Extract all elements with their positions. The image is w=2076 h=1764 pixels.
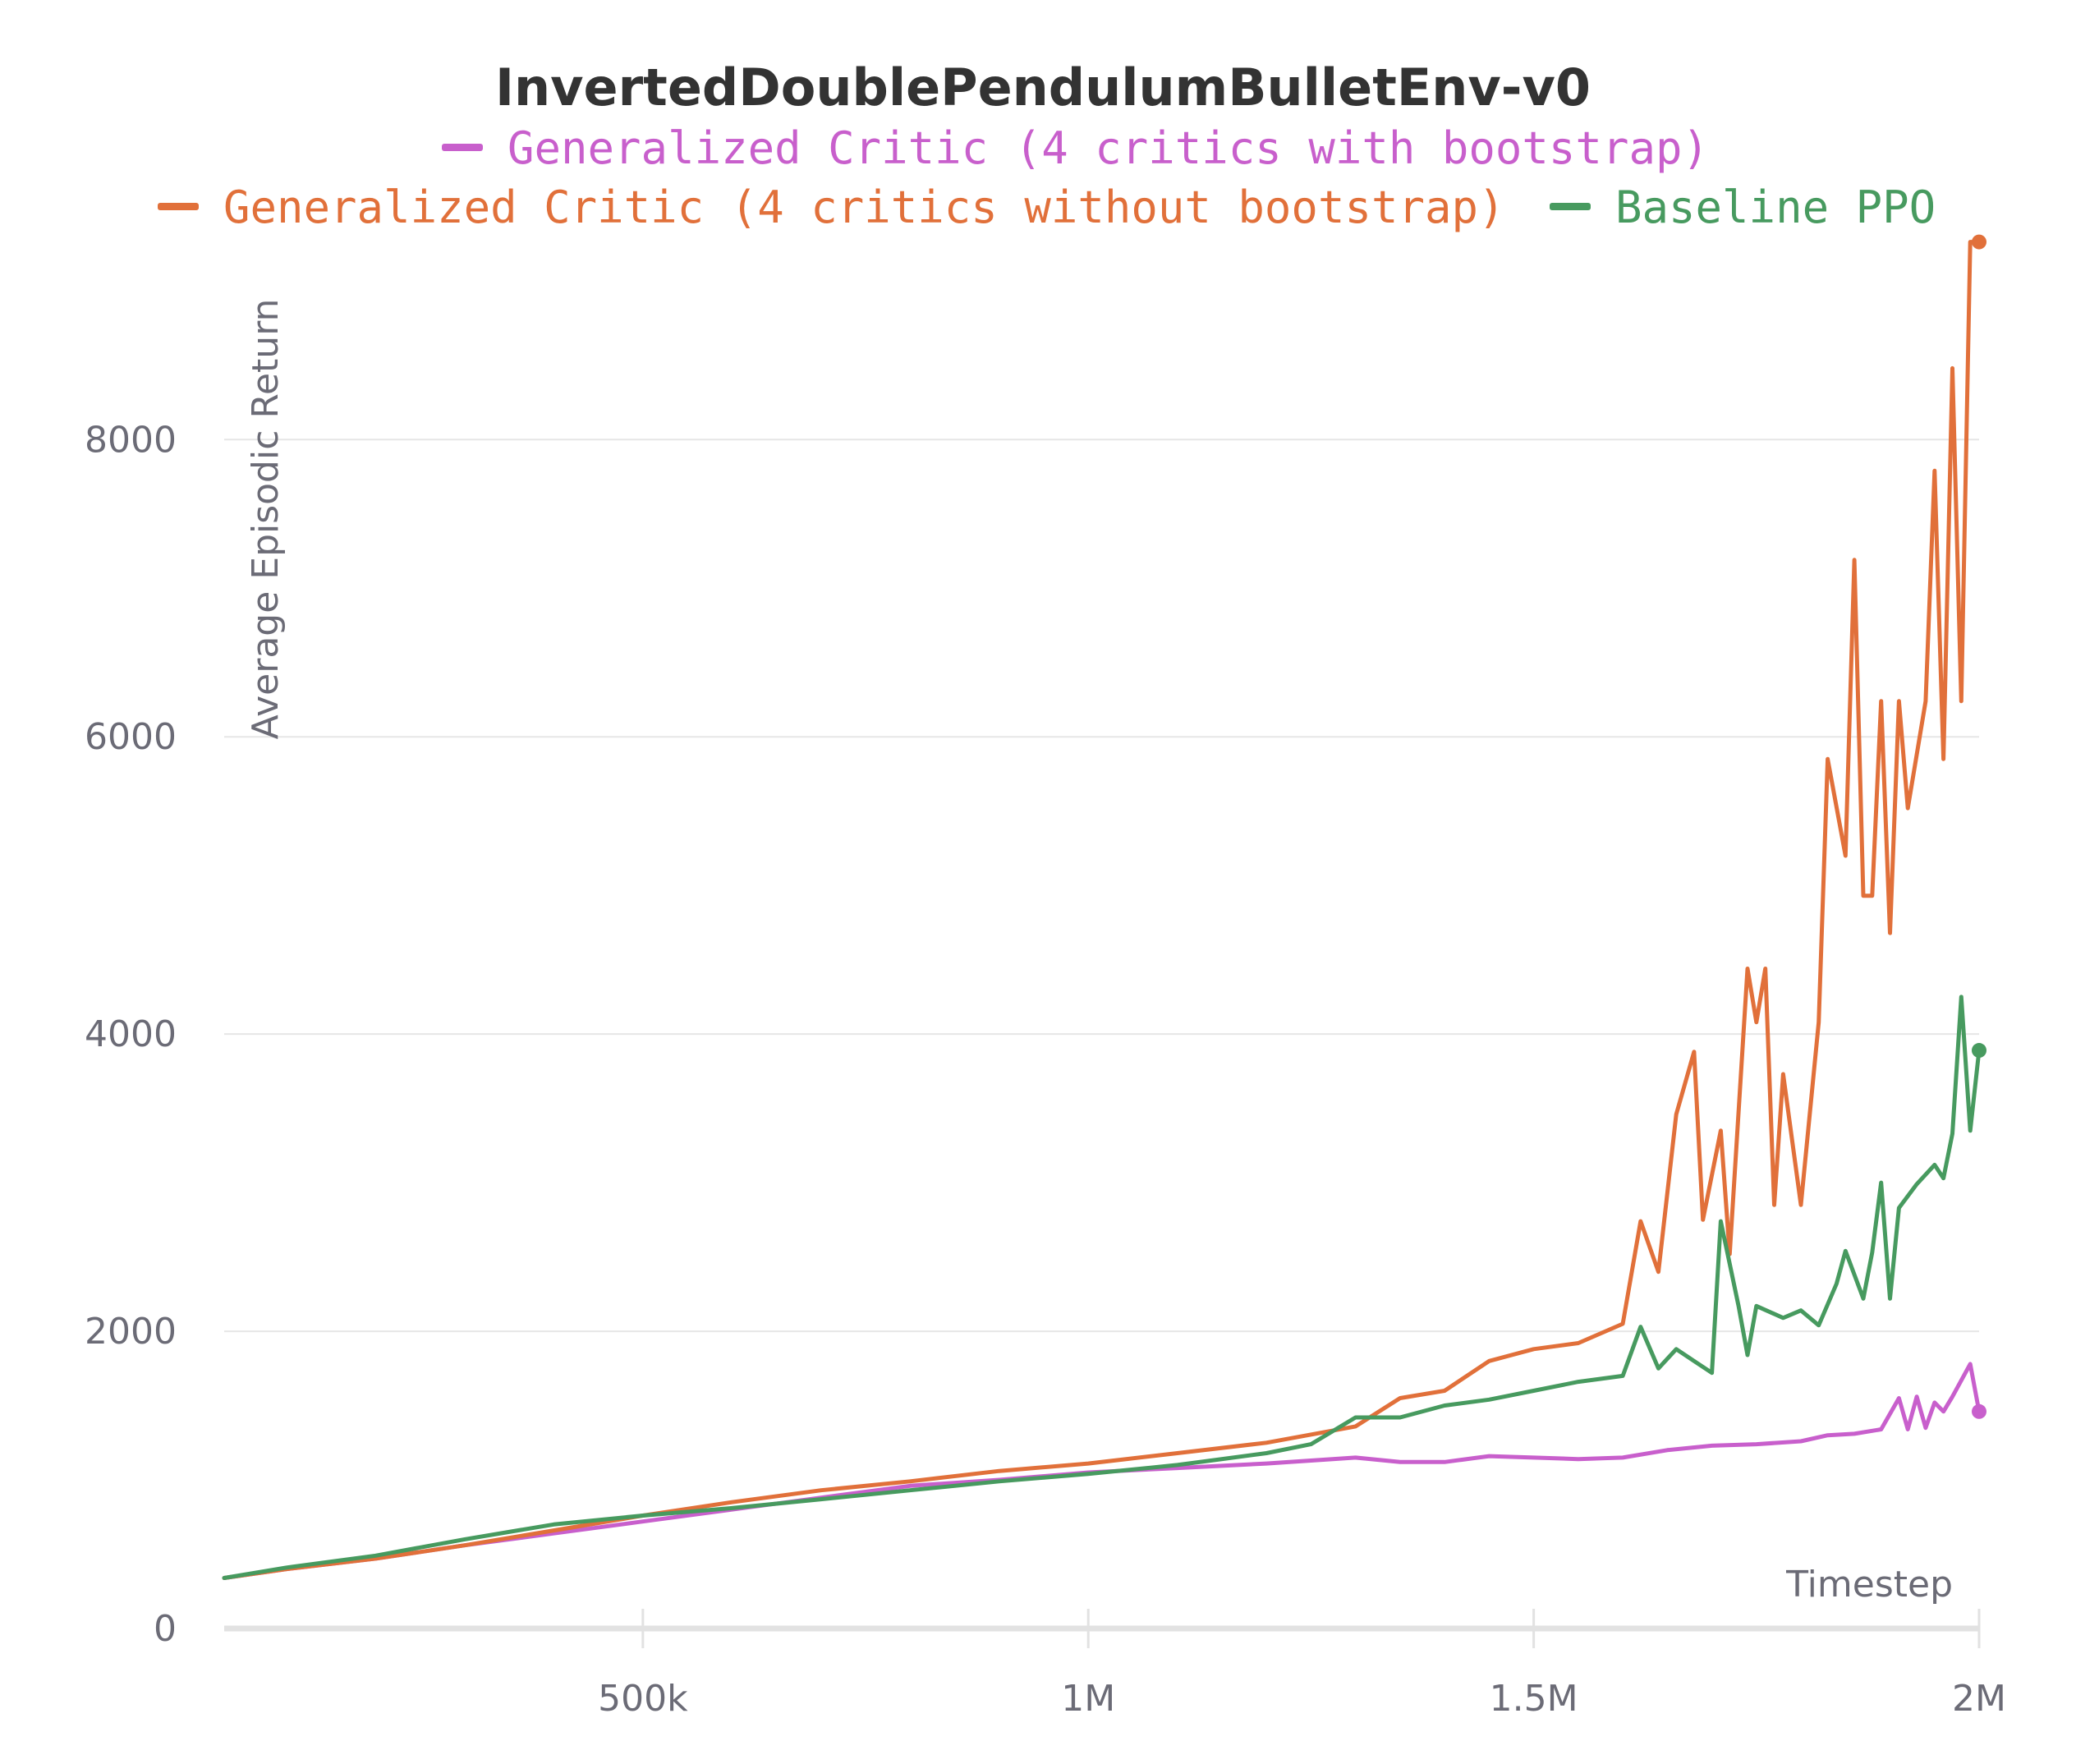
grid <box>224 439 1979 1333</box>
series-line-2 <box>222 240 1982 1580</box>
series-line-3 <box>222 995 1982 1580</box>
y-axis-title: Average Episodic Return <box>245 299 287 740</box>
series-group <box>222 234 1986 1580</box>
legend-label-1: Generalized Critic (4 critics with boots… <box>508 122 1709 174</box>
y-tick-label: 4000 <box>85 1013 177 1055</box>
y-tick-label: 0 <box>154 1608 177 1650</box>
y-tick-label: 8000 <box>85 419 177 461</box>
legend-label-2: Generalized Critic (4 critics without bo… <box>223 181 1505 233</box>
series-end-marker-2 <box>1972 234 1986 250</box>
x-axis-title: Timestep <box>1785 1564 1953 1606</box>
series-end-marker-3 <box>1972 1043 1986 1059</box>
x-tick-label: 500k <box>598 1678 688 1720</box>
y-tick-label: 2000 <box>85 1311 177 1353</box>
legend-swatch-2 <box>158 203 199 210</box>
x-tick-label: 2M <box>1952 1678 2006 1720</box>
legend-swatch-1 <box>442 144 483 151</box>
legend: Generalized Critic (4 critics with boots… <box>158 122 1936 233</box>
axes: 0 2000 4000 6000 8000 500k 1M 1.5M 2M <box>85 419 2006 1720</box>
x-tick-label: 1M <box>1061 1678 1115 1720</box>
legend-swatch-3 <box>1550 203 1591 210</box>
chart-title: InvertedDoublePendulumBulletEnv-v0 <box>495 57 1591 117</box>
x-tick-label: 1.5M <box>1490 1678 1578 1720</box>
legend-label-3: Baseline PPO <box>1615 181 1936 233</box>
y-tick-label: 6000 <box>85 716 177 758</box>
series-end-marker-1 <box>1972 1403 1986 1419</box>
series-line-1 <box>222 1362 1982 1580</box>
